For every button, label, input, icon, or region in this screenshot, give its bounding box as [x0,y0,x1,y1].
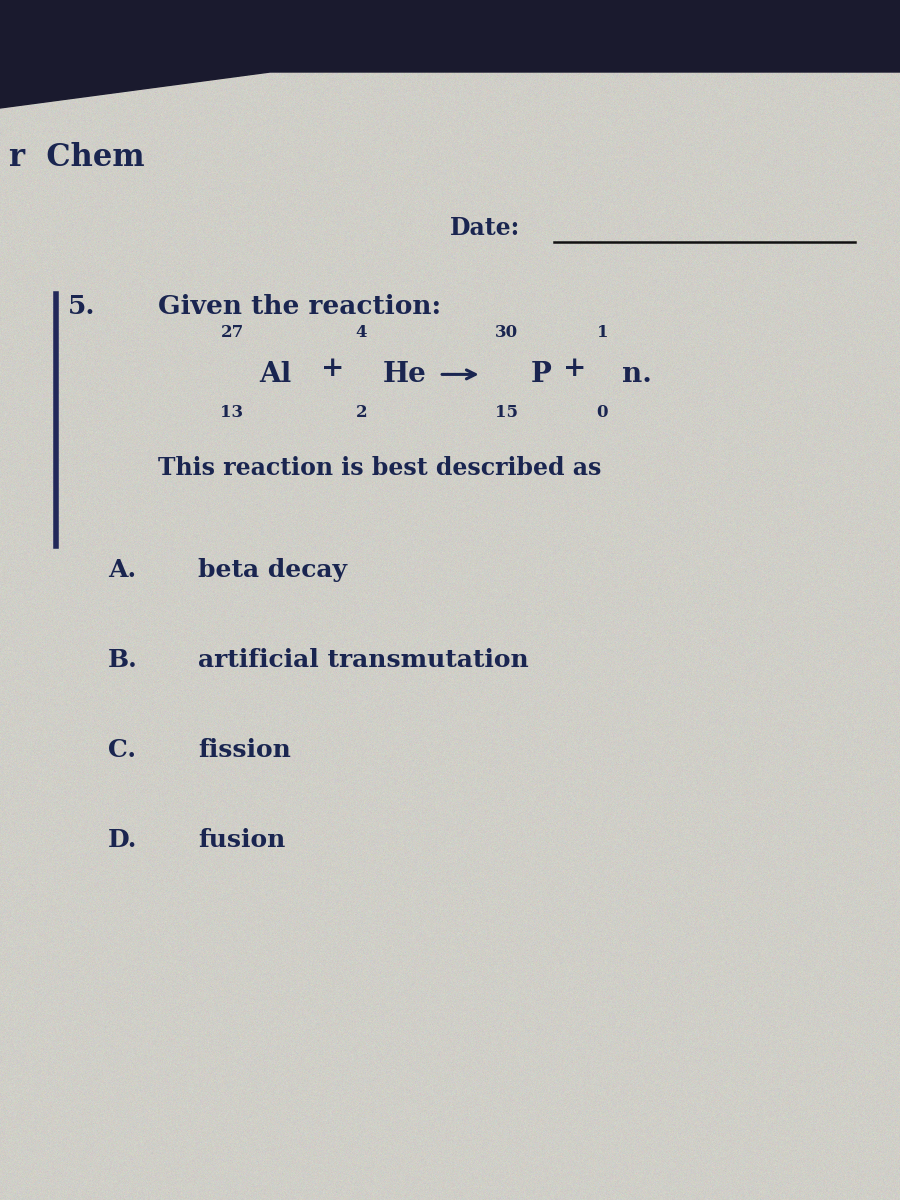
Text: Date:: Date: [450,216,520,240]
Text: P: P [531,361,552,388]
Text: A.: A. [108,558,136,582]
Text: beta decay: beta decay [198,558,347,582]
Text: Given the reaction:: Given the reaction: [158,294,441,319]
Text: n.: n. [622,361,652,388]
Text: He: He [382,361,427,388]
Text: +: + [321,355,345,382]
Text: This reaction is best described as: This reaction is best described as [158,456,601,480]
Text: r  Chem: r Chem [9,142,145,173]
Text: C.: C. [108,738,136,762]
Text: 2: 2 [356,404,367,421]
Text: D.: D. [108,828,138,852]
Text: Al: Al [259,361,292,388]
Text: +: + [563,355,587,382]
Text: 13: 13 [220,404,244,421]
Text: 0: 0 [597,404,608,421]
Text: fission: fission [198,738,291,762]
Text: B.: B. [108,648,138,672]
Text: 15: 15 [495,404,518,421]
Text: 4: 4 [356,324,367,341]
Text: 30: 30 [495,324,518,341]
Text: fusion: fusion [198,828,285,852]
Text: 27: 27 [220,324,244,341]
Text: 5.: 5. [68,294,95,319]
Text: 1: 1 [597,324,608,341]
Polygon shape [0,0,900,108]
Text: artificial transmutation: artificial transmutation [198,648,529,672]
